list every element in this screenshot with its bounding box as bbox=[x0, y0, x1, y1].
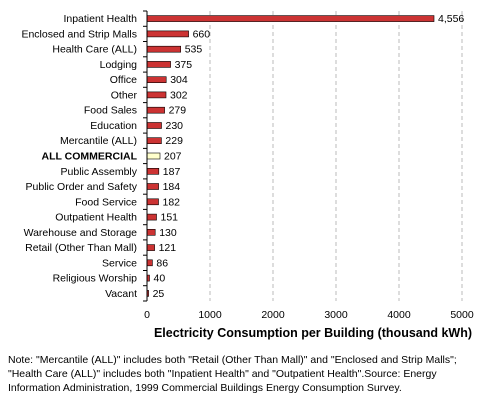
data-label: 121 bbox=[159, 242, 177, 254]
x-tick-label: 5000 bbox=[450, 309, 474, 320]
bar bbox=[146, 76, 167, 83]
data-label: 279 bbox=[169, 105, 187, 117]
x-axis-title: Electricity Consumption per Building (th… bbox=[153, 326, 473, 340]
x-tick-label: 0 bbox=[144, 309, 150, 320]
data-label: 207 bbox=[164, 151, 182, 163]
bar bbox=[146, 15, 435, 22]
bar bbox=[146, 91, 167, 99]
category-label: Health Care (ALL) bbox=[52, 44, 137, 56]
category-label: Public Assembly bbox=[61, 166, 138, 178]
data-label: 86 bbox=[156, 257, 168, 269]
category-label: Other bbox=[111, 89, 138, 101]
bar bbox=[146, 137, 162, 144]
data-label: 187 bbox=[163, 166, 181, 178]
bar bbox=[146, 30, 189, 38]
data-label: 375 bbox=[175, 59, 193, 71]
x-tick-label: 4000 bbox=[387, 309, 411, 320]
category-label: Public Order and Safety bbox=[26, 181, 138, 193]
bar-chart: Inpatient Health 4,556 Enclosed and Strip … bbox=[21, 10, 474, 320]
bar bbox=[146, 229, 156, 236]
data-label: 302 bbox=[170, 89, 188, 101]
x-tick-label: 3000 bbox=[324, 309, 348, 320]
data-label: 4,556 bbox=[438, 13, 464, 25]
category-label: Office bbox=[110, 74, 137, 86]
category-label: Outpatient Health bbox=[55, 212, 137, 224]
x-tick-label: 2000 bbox=[261, 309, 285, 320]
bar bbox=[146, 183, 159, 190]
category-label: Education bbox=[90, 120, 137, 132]
bar bbox=[146, 122, 162, 129]
bar bbox=[146, 45, 182, 53]
category-label: Enclosed and Strip Malls bbox=[21, 28, 137, 40]
data-label: 130 bbox=[159, 227, 177, 239]
category-label: Service bbox=[102, 257, 137, 269]
category-label: Vacant bbox=[105, 288, 137, 300]
category-label: Inpatient Health bbox=[63, 13, 137, 25]
category-label: Food Service bbox=[75, 196, 137, 208]
bar bbox=[146, 244, 155, 251]
bar bbox=[146, 61, 171, 68]
source-note: Note: "Mercantile (ALL)" includes both "… bbox=[8, 354, 457, 394]
bar bbox=[146, 259, 153, 267]
category-label: Warehouse and Storage bbox=[24, 227, 138, 239]
category-label: Food Sales bbox=[84, 105, 137, 117]
data-label: 535 bbox=[185, 44, 203, 56]
bar bbox=[146, 168, 160, 175]
data-label: 184 bbox=[163, 181, 181, 193]
category-label: Mercantile (ALL) bbox=[60, 135, 137, 147]
bar bbox=[146, 106, 165, 114]
data-label: 304 bbox=[170, 74, 188, 86]
category-label: ALL COMMERCIAL bbox=[42, 151, 138, 163]
data-label: 40 bbox=[154, 273, 166, 285]
data-label: 660 bbox=[193, 28, 211, 40]
data-label: 151 bbox=[161, 212, 179, 224]
category-label: Religious Worship bbox=[53, 273, 138, 285]
bar bbox=[146, 213, 157, 221]
x-tick-label: 1000 bbox=[198, 309, 222, 320]
data-label: 230 bbox=[166, 120, 184, 132]
category-label: Lodging bbox=[100, 59, 138, 71]
bar-highlighted bbox=[146, 152, 161, 160]
data-label: 25 bbox=[153, 288, 165, 300]
bar bbox=[146, 198, 159, 206]
data-label: 182 bbox=[163, 196, 181, 208]
category-label: Retail (Other Than Mall) bbox=[25, 242, 137, 254]
data-label: 229 bbox=[165, 135, 183, 147]
